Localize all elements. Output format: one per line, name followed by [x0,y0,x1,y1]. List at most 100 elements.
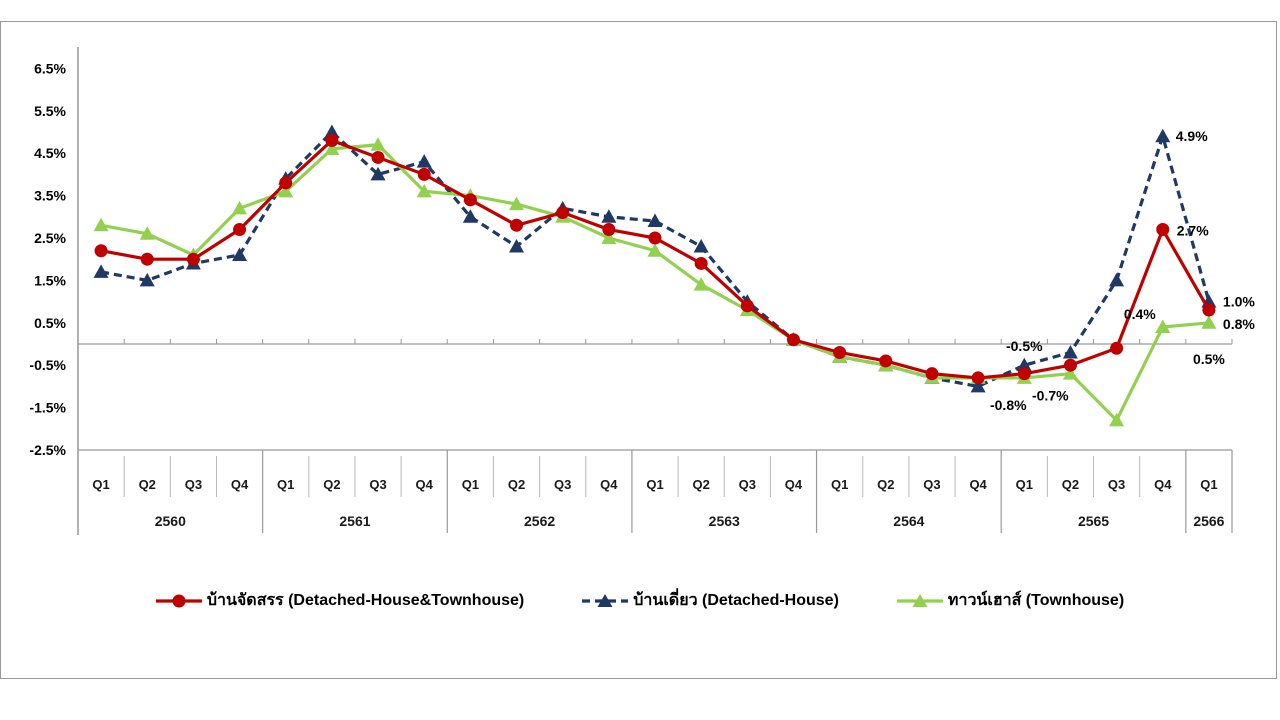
townhouse-marker [1109,412,1125,427]
combined-marker [510,218,524,232]
detached-marker [232,247,248,261]
quarter-label: Q2 [139,477,156,492]
townhouse-marker [693,277,709,291]
quarter-label: Q3 [923,477,940,492]
y-axis-tick-label: -1.5% [29,400,66,416]
y-axis-tick-label: 3.5% [34,188,66,204]
detached-marker [693,238,709,253]
year-label: 2563 [709,513,740,529]
data-label-detached: 1.0% [1223,294,1255,310]
detached-marker [324,124,340,138]
detached-marker [647,213,663,228]
y-axis-tick-label: -2.5% [29,442,66,458]
combined-marker [1156,223,1170,237]
combined-marker [94,244,108,258]
legend-label-townhouse: ทาวน์เฮาส์ (Townhouse) [947,592,1125,609]
combined-marker [463,193,477,207]
data-label-combined: 2.7% [1177,223,1209,239]
detached-marker [1016,357,1032,372]
data-label-combined: 0.8% [1223,316,1255,332]
combined-line [100,138,1211,380]
quarter-label: Q2 [508,477,525,492]
combined-marker [602,223,616,237]
detached-marker [1155,128,1171,143]
detached-marker [93,264,109,278]
combined-marker [371,150,385,164]
townhouse-marker [93,217,109,232]
navy-dashed-triangle-icon [582,594,629,607]
combined-marker [556,206,570,220]
townhouse-marker [232,200,248,215]
red-circle-line-icon [155,594,202,608]
combined-marker [417,167,431,181]
townhouse-marker [647,243,663,257]
quarter-label: Q1 [92,477,109,492]
quarter-label: Q4 [416,477,434,492]
y-axis-tick-label: 6.5% [34,60,66,76]
y-axis-tick-label: 2.5% [34,230,66,246]
year-label: 2564 [893,513,924,529]
quarter-label: Q2 [1062,477,1079,492]
y-axis-tick-label: -0.5% [29,357,66,373]
data-label-townhouse: 0.5% [1193,351,1225,367]
townhouse-marker [370,137,386,151]
townhouse-marker [509,196,525,211]
chart-frame [0,21,1277,679]
detached-marker [139,272,155,287]
quarter-label: Q2 [692,477,709,492]
combined-marker [879,354,893,368]
quarter-label: Q4 [969,477,987,492]
legend-label-detached-townhouse: บ้านจัดสรร (Detached-House&Townhouse) [206,592,525,609]
detached-line [100,129,1211,389]
townhouse-marker [1062,366,1078,380]
detached-marker [509,238,525,253]
quarter-label: Q1 [1016,477,1033,492]
combined-marker [233,223,247,237]
combined-marker [1017,367,1031,381]
quarter-label: Q3 [554,477,571,492]
data-label-townhouse: -0.8% [990,397,1027,413]
data-label-detached: -0.5% [1006,338,1043,354]
quarter-label: Q1 [277,477,294,492]
combined-marker [925,367,939,381]
data-label-detached: 4.9% [1176,128,1208,144]
quarter-label: Q2 [323,477,340,492]
quarter-label: Q1 [831,477,848,492]
quarter-label: Q3 [185,477,202,492]
combined-marker [740,299,754,313]
quarter-label: Q1 [1200,477,1217,492]
legend-item-detached-house: บ้านเดี่ยว (Detached-House) [582,588,839,613]
detached-marker [1062,344,1078,359]
quarter-label: Q2 [877,477,894,492]
townhouse-marker [1201,315,1217,329]
townhouse-line [100,143,1210,424]
combined-marker [833,345,847,359]
combined-marker [1110,341,1124,355]
combined-marker [648,231,662,245]
year-label: 2562 [524,513,555,529]
y-axis-tick-label: 0.5% [34,315,66,331]
detached-marker [601,209,617,223]
combined-marker [325,133,339,147]
combined-marker [1202,303,1216,317]
townhouse-marker [324,141,340,155]
year-label: 2565 [1078,513,1109,529]
combined-marker [186,252,200,266]
quarter-label: Q4 [785,477,803,492]
detached-marker [970,378,986,393]
y-axis-tick-label: 4.5% [34,145,66,161]
combined-marker [694,256,708,270]
townhouse-marker [278,183,294,198]
combined-marker [140,252,154,266]
year-label: 2560 [155,513,186,529]
quarter-label: Q1 [646,477,663,492]
data-label-combined: -0.7% [1032,388,1069,404]
y-axis-tick-label: 5.5% [34,103,66,119]
legend-item-detached-townhouse: บ้านจัดสรร (Detached-House&Townhouse) [155,588,525,613]
townhouse-marker [416,183,432,198]
quarter-label: Q1 [462,477,479,492]
y-axis-tick-label: 1.5% [34,272,66,288]
year-label: 2561 [339,513,370,529]
quarter-label: Q3 [369,477,386,492]
detached-marker [416,154,432,168]
